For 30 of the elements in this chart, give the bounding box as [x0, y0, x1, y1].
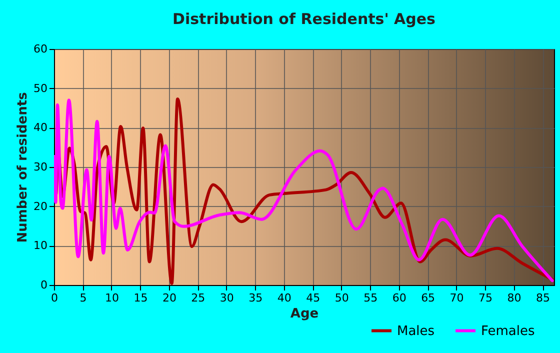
legend-label: Males [397, 324, 435, 339]
x-tick-label: 55 [364, 292, 378, 304]
x-tick-label: 35 [248, 292, 263, 304]
legend-label: Females [481, 324, 536, 339]
x-tick-label: 10 [104, 292, 119, 304]
x-tick-label: 75 [478, 292, 493, 304]
x-tick-label: 15 [134, 292, 148, 304]
x-tick-label: 70 [450, 292, 464, 304]
y-tick-label: 0 [40, 278, 48, 292]
x-tick-label: 20 [162, 292, 176, 304]
x-tick-label: 65 [421, 292, 436, 304]
y-tick-label: 60 [34, 42, 48, 56]
x-tick-label: 45 [306, 292, 320, 304]
y-tick-label: 40 [34, 121, 48, 134]
x-tick-label: 25 [191, 292, 206, 304]
y-tick-label: 30 [34, 160, 48, 174]
x-tick-label: 30 [220, 292, 234, 304]
y-axis-title: Number of residents [16, 92, 31, 243]
y-tick-label: 50 [34, 82, 48, 95]
x-axis-title: Age [290, 306, 319, 322]
x-tick-label: 50 [334, 292, 349, 304]
y-tick-label: 20 [34, 200, 48, 213]
x-tick-label: 80 [507, 292, 522, 304]
x-tick-label: 5 [80, 292, 87, 304]
x-tick-label: 40 [277, 292, 292, 304]
x-tick-label: 85 [536, 292, 550, 304]
x-tick-label: 0 [51, 292, 58, 304]
y-tick-label: 10 [34, 239, 48, 252]
x-tick-label: 60 [392, 292, 406, 304]
chart-title: Distribution of Residents' Ages [172, 10, 436, 28]
